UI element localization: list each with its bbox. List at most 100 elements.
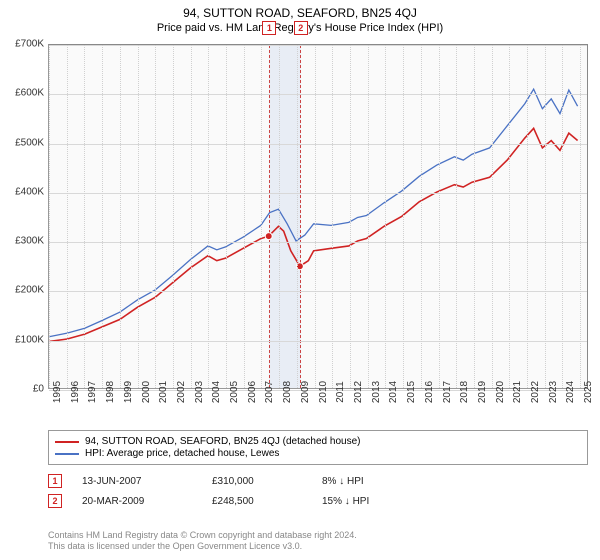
gridline-v: [120, 45, 121, 388]
x-axis-label: 2019: [477, 381, 488, 403]
footer-line-1: Contains HM Land Registry data © Crown c…: [48, 530, 588, 541]
x-axis-label: 2023: [548, 381, 559, 403]
gridline-h: [49, 341, 587, 342]
plot-area: 12: [48, 44, 588, 389]
x-axis-label: 2007: [264, 381, 275, 403]
gridline-v: [226, 45, 227, 388]
footer-line-2: This data is licensed under the Open Gov…: [48, 541, 588, 552]
gridline-v: [562, 45, 563, 388]
gridline-v: [102, 45, 103, 388]
x-axis-label: 2009: [300, 381, 311, 403]
x-axis-label: 2010: [318, 381, 329, 403]
gridline-v: [332, 45, 333, 388]
y-axis-label: £600K: [15, 88, 44, 99]
event-row: 2 20-MAR-2009 £248,500 15% ↓ HPI: [48, 494, 588, 508]
event-number-box: 1: [48, 474, 62, 488]
x-axis-label: 1996: [70, 381, 81, 403]
gridline-v: [403, 45, 404, 388]
x-axis-label: 2013: [371, 381, 382, 403]
chart-title: 94, SUTTON ROAD, SEAFORD, BN25 4QJ: [0, 6, 600, 20]
x-axis-label: 2000: [141, 381, 152, 403]
legend-swatch: [55, 453, 79, 455]
gridline-v: [350, 45, 351, 388]
x-axis-label: 2006: [247, 381, 258, 403]
legend-row: 94, SUTTON ROAD, SEAFORD, BN25 4QJ (deta…: [55, 436, 581, 447]
gridline-v: [456, 45, 457, 388]
x-axis-label: 2021: [512, 381, 523, 403]
chart-container: 94, SUTTON ROAD, SEAFORD, BN25 4QJ Price…: [0, 0, 600, 560]
gridline-v: [261, 45, 262, 388]
x-axis-label: 2016: [424, 381, 435, 403]
footer: Contains HM Land Registry data © Crown c…: [48, 530, 588, 553]
y-axis-label: £0: [33, 384, 44, 395]
gridline-v: [191, 45, 192, 388]
gridline-v: [421, 45, 422, 388]
x-axis-label: 2022: [530, 381, 541, 403]
gridline-h: [49, 45, 587, 46]
gridline-v: [155, 45, 156, 388]
gridline-v: [439, 45, 440, 388]
gridline-h: [49, 94, 587, 95]
gridline-v: [545, 45, 546, 388]
x-axis-label: 1995: [52, 381, 63, 403]
legend: 94, SUTTON ROAD, SEAFORD, BN25 4QJ (deta…: [48, 430, 588, 465]
gridline-v: [173, 45, 174, 388]
gridline-v: [279, 45, 280, 388]
x-axis-label: 2004: [211, 381, 222, 403]
x-axis-label: 2020: [495, 381, 506, 403]
x-axis-label: 2017: [442, 381, 453, 403]
event-delta: 8% ↓ HPI: [322, 476, 432, 487]
x-axis-label: 2011: [335, 381, 346, 403]
x-axis-label: 2015: [406, 381, 417, 403]
series-line: [50, 128, 578, 341]
y-axis-label: £500K: [15, 137, 44, 148]
y-axis-label: £100K: [15, 334, 44, 345]
event-number-box: 2: [48, 494, 62, 508]
series-point: [265, 233, 272, 240]
y-axis-label: £300K: [15, 236, 44, 247]
event-date: 13-JUN-2007: [82, 476, 192, 487]
x-axis-label: 2003: [194, 381, 205, 403]
x-axis-label: 2008: [282, 381, 293, 403]
event-marker-box: 1: [262, 21, 276, 35]
events-table: 1 13-JUN-2007 £310,000 8% ↓ HPI 2 20-MAR-2009…: [48, 474, 588, 514]
x-axis-label: 2012: [353, 381, 364, 403]
gridline-h: [49, 242, 587, 243]
gridline-h: [49, 144, 587, 145]
event-date: 20-MAR-2009: [82, 496, 192, 507]
gridline-v: [315, 45, 316, 388]
gridline-v: [138, 45, 139, 388]
gridline-v: [368, 45, 369, 388]
gridline-v: [208, 45, 209, 388]
x-axis-label: 2024: [565, 381, 576, 403]
event-marker-box: 2: [294, 21, 308, 35]
x-axis-label: 1997: [87, 381, 98, 403]
event-delta: 15% ↓ HPI: [322, 496, 432, 507]
gridline-v: [385, 45, 386, 388]
x-axis-label: 1998: [105, 381, 116, 403]
gridline-v: [474, 45, 475, 388]
event-row: 1 13-JUN-2007 £310,000 8% ↓ HPI: [48, 474, 588, 488]
event-price: £248,500: [212, 496, 302, 507]
gridline-v: [49, 45, 50, 388]
y-axis-label: £400K: [15, 186, 44, 197]
gridline-v: [244, 45, 245, 388]
x-axis-label: 2014: [388, 381, 399, 403]
y-axis-label: £700K: [15, 39, 44, 50]
x-axis-label: 2001: [158, 381, 169, 403]
gridline-v: [67, 45, 68, 388]
plot-svg: [49, 45, 587, 388]
gridline-h: [49, 291, 587, 292]
x-axis-label: 2005: [229, 381, 240, 403]
gridline-v: [297, 45, 298, 388]
x-axis-label: 2018: [459, 381, 470, 403]
x-axis-label: 1999: [123, 381, 134, 403]
event-price: £310,000: [212, 476, 302, 487]
legend-row: HPI: Average price, detached house, Lewe…: [55, 448, 581, 459]
gridline-v: [509, 45, 510, 388]
series-line: [50, 89, 578, 336]
legend-label: HPI: Average price, detached house, Lewe…: [85, 448, 279, 459]
y-axis-label: £200K: [15, 285, 44, 296]
x-axis-label: 2025: [583, 381, 594, 403]
legend-swatch: [55, 441, 79, 443]
